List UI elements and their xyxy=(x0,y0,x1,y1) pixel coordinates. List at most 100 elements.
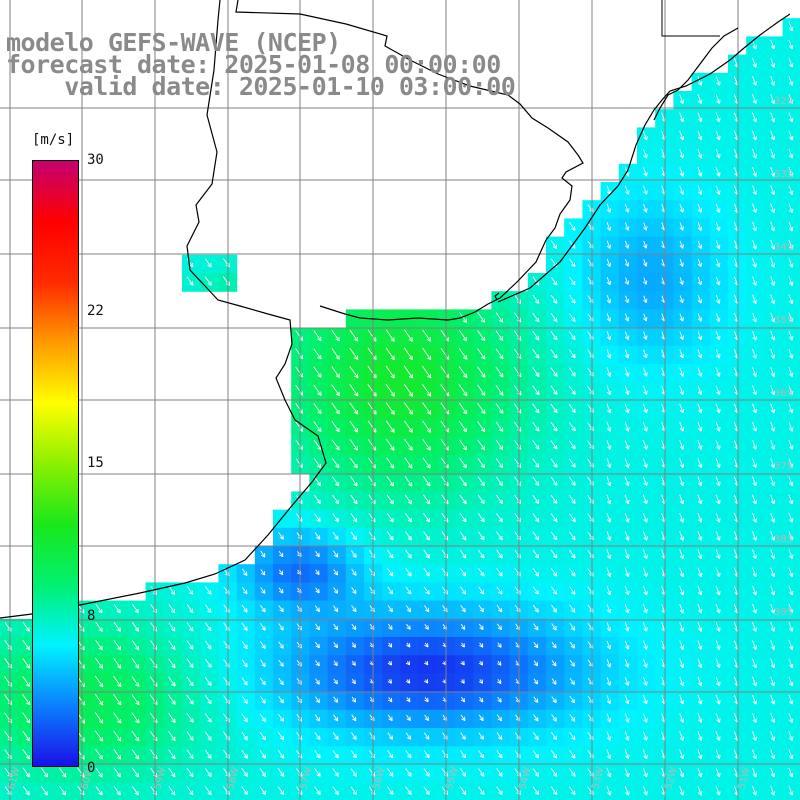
wind-cell xyxy=(691,327,711,347)
wind-cell xyxy=(691,637,711,656)
wind-arrow xyxy=(204,676,212,687)
wind-arrow xyxy=(332,768,339,777)
wind-cell xyxy=(746,418,765,438)
wind-cell xyxy=(709,436,729,456)
wind-arrow xyxy=(458,384,468,397)
wind-arrow xyxy=(606,421,612,432)
wind-cell xyxy=(728,709,747,729)
wind-cell xyxy=(764,163,784,183)
wind-arrow xyxy=(477,384,486,396)
wind-arrow xyxy=(350,531,357,541)
wind-arrow xyxy=(532,513,540,523)
wind-cell xyxy=(673,436,693,456)
wind-arrow xyxy=(569,258,576,268)
wind-cell xyxy=(637,200,656,219)
wind-arrow xyxy=(770,385,776,396)
wind-arrow xyxy=(569,531,576,541)
wind-arrow xyxy=(22,675,31,688)
wind-arrow xyxy=(624,385,630,396)
wind-arrow xyxy=(642,367,648,377)
wind-arrow xyxy=(697,222,703,231)
wind-arrow xyxy=(752,440,757,450)
wind-arrow xyxy=(422,420,432,433)
wind-arrow xyxy=(113,730,122,742)
wind-arrow xyxy=(770,221,776,232)
wind-arrow xyxy=(770,167,776,177)
wind-arrow xyxy=(313,457,322,469)
wind-arrow xyxy=(350,786,358,796)
wind-arrow xyxy=(642,148,648,159)
wind-cell xyxy=(746,655,765,674)
wind-arrow xyxy=(404,512,412,523)
wind-arrow xyxy=(752,640,757,650)
wind-cell xyxy=(746,200,765,219)
wind-arrow xyxy=(406,623,411,630)
wind-cell xyxy=(600,600,620,620)
wind-arrow xyxy=(332,513,339,523)
wind-arrow xyxy=(697,185,703,195)
wind-cell xyxy=(691,400,711,420)
wind-arrow xyxy=(569,732,576,741)
wind-cell xyxy=(691,200,711,219)
wind-arrow xyxy=(624,604,630,614)
wind-arrow xyxy=(752,731,757,741)
wind-arrow xyxy=(478,586,485,595)
wind-cell xyxy=(600,327,620,347)
wind-arrow xyxy=(679,512,685,523)
wind-arrow xyxy=(606,749,612,760)
wind-arrow xyxy=(532,421,540,432)
wind-arrow xyxy=(770,258,776,268)
wind-cell xyxy=(618,418,638,438)
wind-cell xyxy=(728,145,747,165)
wind-cell xyxy=(0,782,19,800)
wind-cell xyxy=(728,127,747,147)
wind-arrow xyxy=(496,513,503,523)
wind-arrow xyxy=(752,676,757,687)
wind-arrow xyxy=(642,658,648,668)
wind-arrow xyxy=(241,604,248,613)
wind-cell xyxy=(746,345,765,365)
wind-arrow xyxy=(770,549,776,559)
wind-arrow xyxy=(752,603,757,614)
wind-arrow xyxy=(315,550,320,558)
wind-arrow xyxy=(752,385,757,396)
wind-arrow xyxy=(643,222,648,231)
wind-arrow xyxy=(241,641,248,650)
wind-arrow xyxy=(260,587,266,594)
wind-cell xyxy=(764,309,784,329)
wind-arrow xyxy=(770,603,776,614)
wind-arrow xyxy=(642,731,648,741)
wind-cell xyxy=(709,91,729,110)
wind-cell xyxy=(728,218,747,238)
wind-cell xyxy=(709,527,729,547)
wind-arrow xyxy=(568,513,576,523)
wind-arrow xyxy=(788,476,794,487)
wind-arrow xyxy=(477,348,486,360)
wind-arrow xyxy=(58,767,67,778)
wind-arrow xyxy=(606,622,612,632)
wind-arrow xyxy=(752,549,757,559)
wind-arrow xyxy=(459,457,467,469)
wind-arrow xyxy=(715,585,721,596)
wind-cell xyxy=(709,637,729,656)
wind-arrow xyxy=(278,641,284,649)
wind-cell xyxy=(764,455,784,474)
lat-label: 32S xyxy=(774,96,793,107)
wind-arrow xyxy=(697,203,703,213)
wind-arrow xyxy=(477,312,486,323)
wind-arrow xyxy=(679,112,685,123)
wind-cell xyxy=(600,782,620,800)
wind-arrow xyxy=(569,567,576,577)
wind-arrow xyxy=(697,112,703,123)
wind-cell xyxy=(764,436,784,456)
wind-arrow xyxy=(278,532,284,540)
wind-arrow xyxy=(679,458,685,468)
wind-arrow xyxy=(403,347,414,361)
wind-arrow xyxy=(770,330,776,341)
wind-cell xyxy=(709,764,729,784)
wind-arrow xyxy=(351,568,357,576)
wind-arrow xyxy=(679,749,685,760)
wind-cell xyxy=(600,309,620,329)
wind-arrow xyxy=(204,658,212,668)
